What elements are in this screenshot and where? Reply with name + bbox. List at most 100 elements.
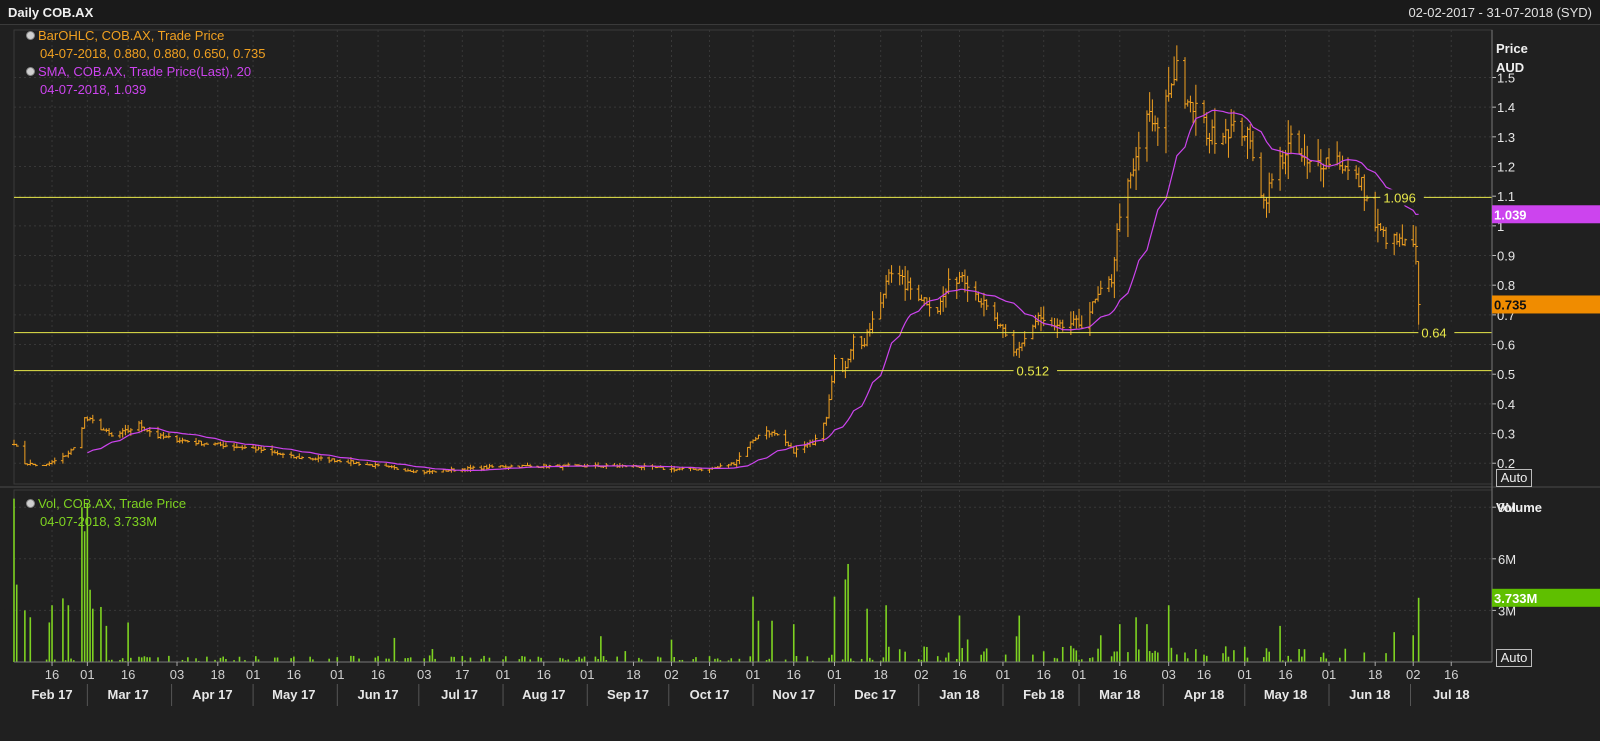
time-tick-label: 17	[455, 667, 469, 682]
time-month-label: Nov 17	[772, 687, 815, 702]
ohlc-bar	[1403, 238, 1408, 247]
volume-panel	[13, 498, 1420, 662]
ohlc-bar	[85, 416, 90, 422]
ohlc-bar	[954, 276, 959, 300]
ohlc-bar	[1340, 155, 1345, 174]
ohlc-bar	[859, 335, 864, 350]
ohlc-bar	[1411, 225, 1416, 248]
time-month-label: Jan 18	[939, 687, 979, 702]
ohlc-bar	[748, 441, 753, 450]
horizontal-level-label: 0.512	[1017, 364, 1050, 379]
ohlc-bar	[1131, 158, 1136, 177]
ohlc-bar	[194, 437, 199, 446]
ohlc-bar	[259, 445, 264, 454]
ohlc-bar	[851, 334, 856, 360]
ohlc-bar	[1188, 95, 1193, 113]
ohlc-bar	[783, 429, 788, 446]
ohlc-bar	[1134, 146, 1139, 190]
ohlc-bar	[862, 337, 867, 348]
ohlc-bar	[60, 452, 65, 464]
volume-auto-scale-button[interactable]: Auto	[1496, 649, 1532, 667]
ohlc-bar	[395, 467, 400, 470]
ohlc-bar	[984, 299, 989, 311]
ohlc-bar	[1136, 131, 1141, 171]
price-tick-label: 1.3	[1497, 130, 1515, 145]
ohlc-bar	[1286, 120, 1291, 180]
time-month-label: Jun 17	[357, 687, 398, 702]
time-tick-label: 01	[80, 667, 94, 682]
ohlc-bar	[1030, 324, 1035, 340]
ohlc-bar	[884, 274, 889, 299]
ohlc-bar	[1318, 149, 1323, 182]
ohlc-bar	[745, 446, 750, 457]
time-month-label: May 17	[272, 687, 315, 702]
time-month-label: Apr 18	[1184, 687, 1224, 702]
volume-tick-label: 9M	[1498, 500, 1516, 515]
chart-header: Daily COB.AX 02-02-2017 - 31-07-2018 (SY…	[0, 0, 1600, 25]
sma-series-values: 04-07-2018, 1.039	[40, 82, 147, 97]
ohlc-bar	[1231, 110, 1236, 132]
ohlc-bar	[1302, 134, 1307, 166]
ohlc-bar	[1400, 224, 1405, 246]
volume-legend[interactable]: Vol, COB.AX, Trade Price 04-07-2018, 3.7…	[26, 495, 186, 531]
volume-series-toggle-icon[interactable]	[26, 499, 35, 508]
price-tick-label: 0.8	[1497, 278, 1515, 293]
ohlc-bar	[1041, 306, 1046, 327]
ohlc-bar	[33, 463, 38, 467]
ohlc-bar	[938, 297, 943, 315]
ohlc-bar	[28, 459, 33, 466]
time-tick-label: 16	[787, 667, 801, 682]
ohlc-bar	[1335, 141, 1340, 166]
ohlc-bar	[1166, 66, 1171, 102]
ohlc-bar	[957, 271, 962, 284]
price-legend[interactable]: BarOHLC, COB.AX, Trade Price 04-07-2018,…	[26, 27, 266, 99]
ohlc-bar	[1087, 302, 1092, 336]
time-tick-label: 16	[121, 667, 135, 682]
time-tick-label: 01	[827, 667, 841, 682]
ohlc-bar	[772, 429, 777, 436]
time-month-label: Dec 17	[854, 687, 896, 702]
price-axis-title: AUD	[1496, 60, 1524, 75]
ohlc-bar	[1117, 203, 1122, 232]
ohlc-bar	[1182, 57, 1187, 109]
ohlc-bar	[471, 465, 476, 470]
price-tick-label: 0.2	[1497, 456, 1515, 471]
sma-series-toggle-icon[interactable]	[26, 67, 35, 76]
ohlc-bar	[1014, 348, 1019, 356]
ohlc-bar	[1297, 130, 1302, 155]
horizontal-level-label-bg	[1013, 362, 1058, 379]
chart-title: Daily COB.AX	[8, 5, 94, 20]
price-tick-label: 1	[1497, 219, 1504, 234]
horizontal-level-label-bg	[1418, 324, 1455, 341]
ohlc-bar	[22, 440, 27, 465]
time-tick-label: 18	[626, 667, 640, 682]
time-tick-label: 16	[702, 667, 716, 682]
ohlc-bar	[1240, 117, 1245, 146]
ohlc-bar	[889, 265, 894, 283]
ohlc-bar	[1093, 298, 1098, 304]
ohlc-bar	[299, 456, 304, 460]
ohlc-bar	[1346, 157, 1351, 180]
time-tick-label: 01	[1072, 667, 1086, 682]
ohlc-bar	[107, 428, 112, 436]
time-tick-label: 02	[664, 667, 678, 682]
ohlc-bar	[1321, 163, 1326, 188]
ohlc-bar	[1204, 112, 1209, 146]
volume-value-tag-bg	[1492, 588, 1600, 607]
ohlc-bar	[1288, 125, 1293, 155]
price-tick-label: 1.2	[1497, 159, 1515, 174]
bar-series-toggle-icon[interactable]	[26, 31, 35, 40]
ohlc-bar	[411, 469, 416, 474]
ohlc-bar	[1147, 92, 1152, 122]
price-tick-label: 0.5	[1497, 367, 1515, 382]
volume-value-tag: 3.733M	[1494, 591, 1537, 606]
time-tick-label: 01	[496, 667, 510, 682]
ohlc-bar	[1221, 132, 1226, 146]
price-auto-scale-button[interactable]: Auto	[1496, 469, 1532, 487]
ohlc-bar	[1397, 233, 1402, 247]
ohlc-bar	[82, 417, 87, 429]
ohlc-bar	[346, 459, 351, 464]
ohlc-bar	[98, 418, 103, 431]
ohlc-bar	[1150, 99, 1155, 132]
